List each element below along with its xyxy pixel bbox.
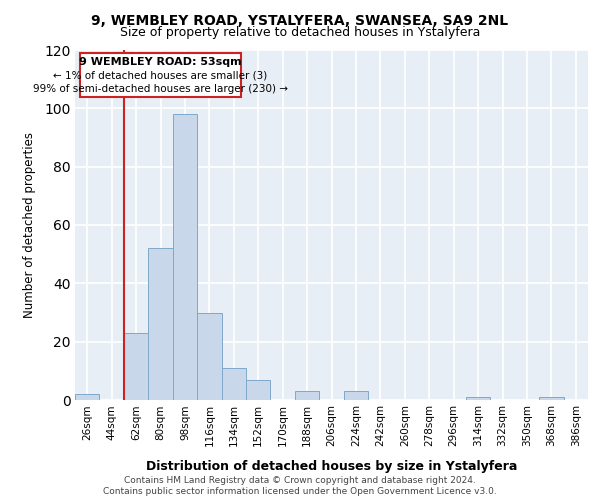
Bar	[221, 368, 246, 400]
Text: 9 WEMBLEY ROAD: 53sqm: 9 WEMBLEY ROAD: 53sqm	[79, 58, 242, 68]
Text: Size of property relative to detached houses in Ystalyfera: Size of property relative to detached ho…	[120, 26, 480, 39]
Bar	[124, 333, 148, 400]
Bar	[539, 397, 563, 400]
Text: ← 1% of detached houses are smaller (3): ← 1% of detached houses are smaller (3)	[53, 70, 268, 81]
Text: Contains HM Land Registry data © Crown copyright and database right 2024.: Contains HM Land Registry data © Crown c…	[124, 476, 476, 485]
Text: Contains public sector information licensed under the Open Government Licence v3: Contains public sector information licen…	[103, 487, 497, 496]
Bar	[295, 391, 319, 400]
Text: 9, WEMBLEY ROAD, YSTALYFERA, SWANSEA, SA9 2NL: 9, WEMBLEY ROAD, YSTALYFERA, SWANSEA, SA…	[91, 14, 509, 28]
Bar	[466, 397, 490, 400]
FancyBboxPatch shape	[80, 53, 241, 96]
Bar	[246, 380, 271, 400]
Bar	[148, 248, 173, 400]
Bar	[344, 391, 368, 400]
Text: 99% of semi-detached houses are larger (230) →: 99% of semi-detached houses are larger (…	[33, 84, 288, 94]
Bar	[75, 394, 100, 400]
X-axis label: Distribution of detached houses by size in Ystalyfera: Distribution of detached houses by size …	[146, 460, 517, 473]
Y-axis label: Number of detached properties: Number of detached properties	[23, 132, 36, 318]
Bar	[197, 312, 221, 400]
Bar	[173, 114, 197, 400]
